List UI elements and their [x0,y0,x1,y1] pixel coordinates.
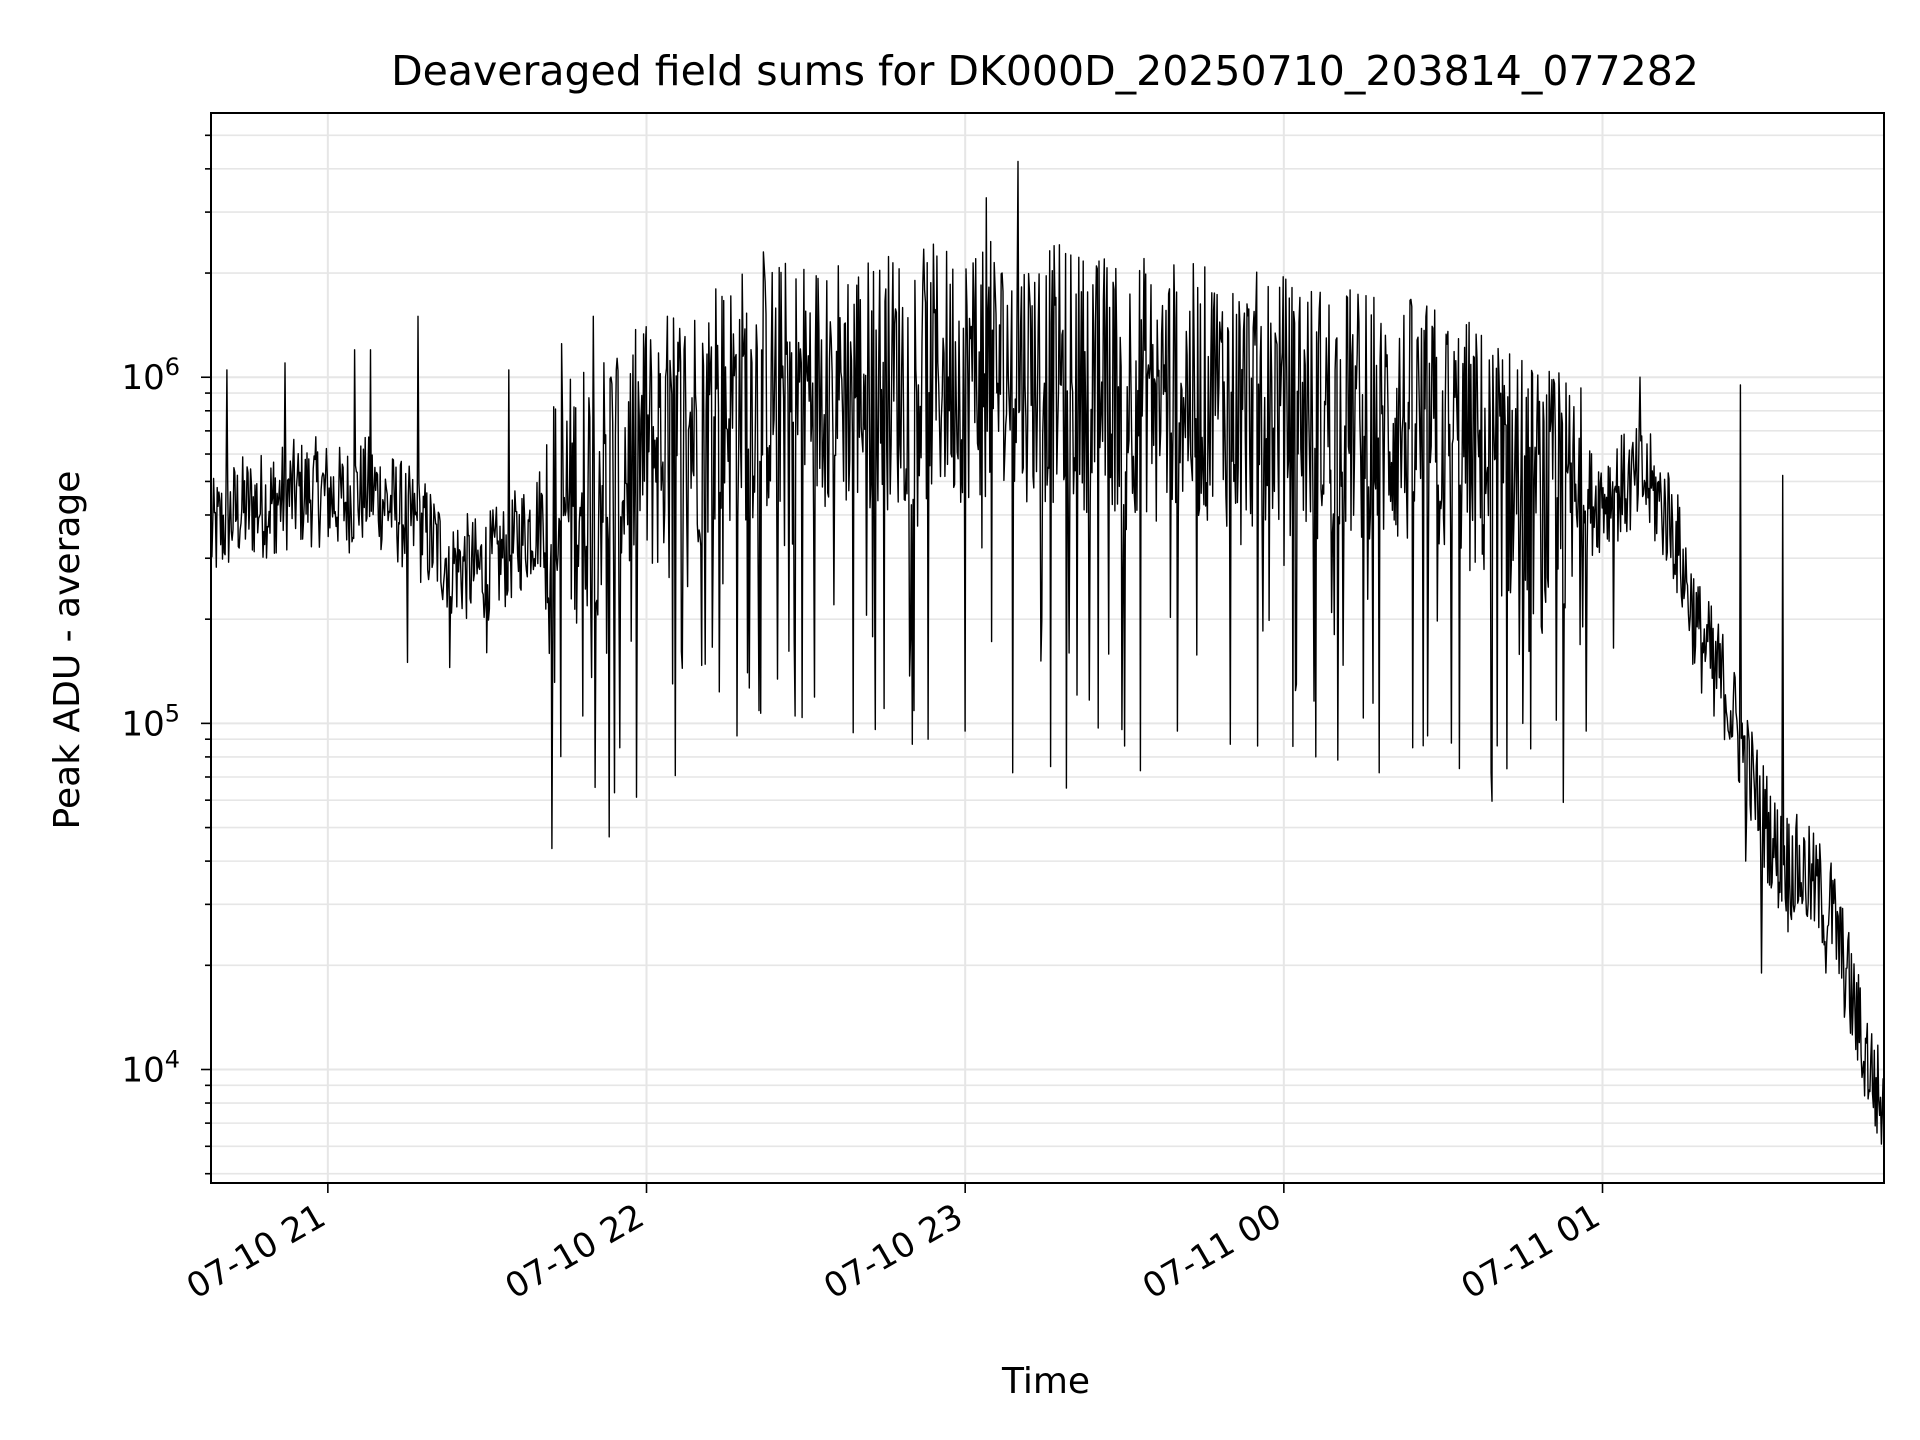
series-line [210,160,1885,1153]
y-tick-exponent: 6 [165,353,180,381]
y-tick-base: 10 [121,704,164,744]
y-tick-label: 104 [121,1046,180,1091]
axes-frame [210,112,1885,1184]
grid-lines [211,113,1884,1183]
plot-area [210,160,1885,1153]
y-tick-base: 10 [121,1051,164,1091]
x-axis-label: Time [1001,1361,1090,1402]
y-tick-base: 10 [121,358,164,398]
y-tick-exponent: 5 [165,699,180,727]
y-tick-label: 106 [121,353,180,398]
y-tick-label: 105 [121,699,180,744]
y-axis-label: Peak ADU - average [47,471,88,830]
y-tick-exponent: 4 [165,1046,180,1074]
chart-title: Deaveraged field sums for DK000D_2025071… [391,47,1699,95]
